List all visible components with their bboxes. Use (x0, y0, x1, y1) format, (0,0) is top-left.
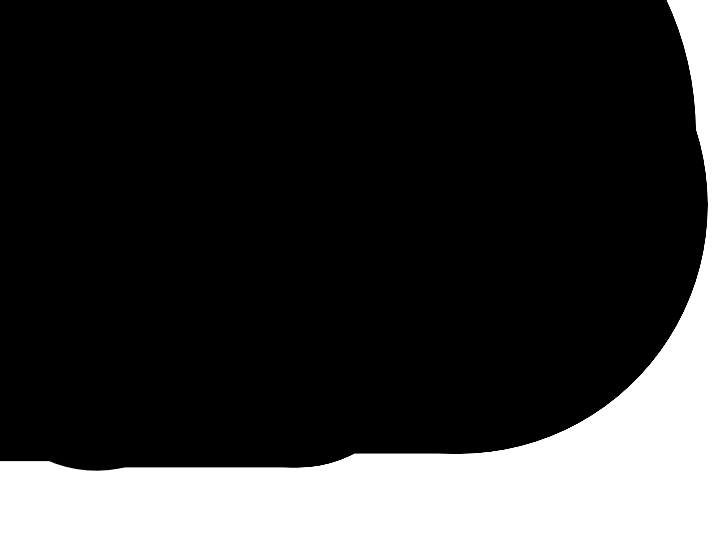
Text: Katalis H$_2$SO$_4$: Katalis H$_2$SO$_4$ (328, 181, 423, 199)
Text: C$_{14}$H$_{30}$: C$_{14}$H$_{30}$ (132, 272, 193, 292)
Text: B: B (462, 124, 474, 141)
Text: C: C (174, 337, 186, 355)
Text: A: A (436, 196, 449, 214)
Text: CH$_2$: CH$_2$ (143, 336, 178, 356)
Text: C: C (199, 337, 211, 355)
Text: + HBr: + HBr (243, 337, 297, 355)
Text: + HBr: + HBr (464, 184, 510, 199)
Text: H$_2$O$_2$  (peroksida): H$_2$O$_2$ (peroksida) (292, 321, 415, 339)
Text: A: A (355, 124, 367, 141)
Text: U.V: U.V (402, 138, 429, 153)
Text: CH$_3$: CH$_3$ (210, 336, 246, 356)
Text: B: B (548, 196, 560, 214)
Text: Cracking: Cracking (225, 256, 293, 271)
Text: A   + C$_5$H$_{10}$: A + C$_5$H$_{10}$ (346, 272, 449, 292)
Text: CH$_3$: CH$_3$ (162, 369, 194, 389)
Text: H: H (197, 363, 210, 381)
Text: A: A (384, 337, 396, 355)
Text: H$_3$C: H$_3$C (104, 336, 140, 356)
Text: CH$_3$-C(CH$_3$)=CH -CH$_3$ + H$_2$: CH$_3$-C(CH$_3$)=CH -CH$_3$ + H$_2$ (107, 122, 347, 143)
Text: + Br$_2$: + Br$_2$ (395, 109, 437, 128)
Text: TULISKAN SENYAWA A DAN B YANG TERJADI: TULISKAN SENYAWA A DAN B YANG TERJADI (112, 84, 537, 103)
Text: CH$_3$-CH=CH – CH$_2$ – CH$_3$ + H$_2$O: CH$_3$-CH=CH – CH$_2$ – CH$_3$ + H$_2$O (102, 195, 384, 215)
